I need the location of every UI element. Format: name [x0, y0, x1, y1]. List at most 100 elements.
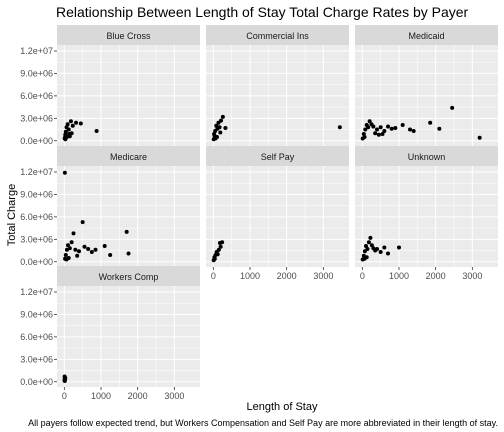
facet-panel-workers-comp: Workers Comp 0.0e+00 3.0e+06 6.0e+06 9.0e+06…: [20, 266, 200, 401]
data-point: [103, 244, 107, 248]
data-point: [94, 248, 98, 252]
data-point: [75, 254, 79, 258]
y-tick-label: 9.0e+06: [20, 309, 53, 319]
data-point: [377, 133, 381, 137]
x-tick-label: 2000: [426, 271, 446, 281]
data-point: [219, 245, 223, 249]
y-tick-label: 9.0e+06: [20, 189, 53, 199]
facet-panels: Blue Cross 0.0e+00 3.0e+06 6.0e+06 9.0e+06 1.…: [20, 25, 498, 401]
y-tick-label: 0.0e+00: [20, 136, 53, 146]
x-tick-label: 3000: [313, 271, 333, 281]
facet-panel-unknown: Unknown 0 1000 2000 3000: [355, 146, 498, 281]
data-point: [69, 119, 73, 123]
facet-panel-blue-cross: Blue Cross 0.0e+00 3.0e+06 6.0e+06 9.0e+06 1.…: [20, 25, 200, 146]
y-tick-label: 0.0e+00: [20, 377, 53, 387]
data-point: [218, 131, 222, 135]
data-point: [73, 248, 77, 252]
y-axis-title: Total Charge: [6, 184, 18, 246]
y-tick-label: 0.0e+00: [20, 257, 53, 267]
chart-caption: All payers follow expected trend, but Wo…: [28, 418, 498, 428]
facet-strip-label: Commercial Ins: [246, 31, 309, 41]
data-point: [408, 128, 412, 132]
data-point: [386, 252, 390, 256]
data-point: [68, 246, 72, 250]
facet-panel-commercial-ins: Commercial Ins: [206, 25, 349, 146]
y-tick-label: 9.0e+06: [20, 68, 53, 78]
data-point: [70, 240, 74, 244]
data-point: [95, 129, 99, 133]
data-point: [67, 128, 71, 132]
data-point: [363, 135, 367, 139]
data-point: [218, 125, 222, 129]
data-point: [71, 124, 75, 128]
y-tick-label: 6.0e+06: [20, 91, 53, 101]
data-point: [214, 137, 218, 141]
data-point: [366, 125, 370, 129]
data-point: [125, 230, 129, 234]
facet-panel-medicare: Medicare0.0e+003.0e+066.0e+069.0e+061.2e…: [20, 146, 200, 267]
x-tick-label: 0: [62, 391, 67, 401]
data-point: [108, 253, 112, 257]
data-point: [72, 231, 76, 235]
facet-strip-label: Medicare: [110, 152, 147, 162]
data-point: [390, 127, 394, 131]
data-point: [375, 128, 379, 132]
y-tick-label: 3.0e+06: [20, 354, 53, 364]
data-point: [382, 246, 386, 250]
data-point: [412, 129, 416, 133]
data-point: [219, 119, 223, 123]
data-point: [401, 123, 405, 127]
data-point: [381, 132, 385, 136]
data-point: [63, 375, 67, 379]
data-point: [127, 252, 131, 256]
data-point: [375, 247, 379, 251]
data-point: [379, 250, 383, 254]
data-point: [77, 249, 81, 253]
data-point: [397, 246, 401, 250]
facet-strip-label: Unknown: [408, 152, 446, 162]
data-point: [367, 240, 371, 244]
x-tick-label: 1000: [240, 271, 260, 281]
data-point: [368, 236, 372, 240]
data-point: [428, 121, 432, 125]
y-tick-label: 3.0e+06: [20, 113, 53, 123]
data-point: [74, 121, 78, 125]
data-point: [68, 134, 72, 138]
data-point: [338, 125, 342, 129]
data-point: [223, 126, 227, 130]
data-point: [478, 136, 482, 140]
data-point: [65, 258, 69, 262]
facet-strip-label: Workers Comp: [99, 272, 159, 282]
data-point: [221, 115, 225, 119]
facet-strip-label: Medicaid: [408, 31, 444, 41]
x-axis-title: Length of Stay: [247, 401, 318, 413]
data-point: [386, 125, 390, 129]
x-tick-label: 0: [360, 271, 365, 281]
data-point: [393, 126, 397, 130]
data-point: [63, 171, 67, 175]
y-tick-label: 6.0e+06: [20, 332, 53, 342]
data-point: [86, 247, 90, 251]
data-point: [216, 252, 220, 256]
facet-panel-self-pay: Self Pay 0 1000 2000 3000: [206, 146, 349, 281]
y-tick-label: 1.2e+07: [20, 46, 53, 56]
facet-strip-label: Blue Cross: [106, 31, 151, 41]
data-point: [437, 127, 441, 131]
x-tick-label: 1000: [389, 271, 409, 281]
facet-strip-label: Self Pay: [261, 152, 295, 162]
data-point: [363, 257, 367, 261]
y-tick-label: 3.0e+06: [20, 234, 53, 244]
data-point: [220, 240, 224, 244]
data-point: [79, 122, 83, 126]
data-point: [371, 125, 375, 129]
x-tick-label: 3000: [462, 271, 482, 281]
data-point: [373, 131, 377, 135]
data-point: [379, 125, 383, 129]
x-tick-label: 2000: [128, 391, 148, 401]
x-tick-label: 0: [211, 271, 216, 281]
data-point: [212, 132, 216, 136]
data-point: [81, 220, 85, 224]
data-point: [83, 245, 87, 249]
data-point: [365, 247, 369, 251]
